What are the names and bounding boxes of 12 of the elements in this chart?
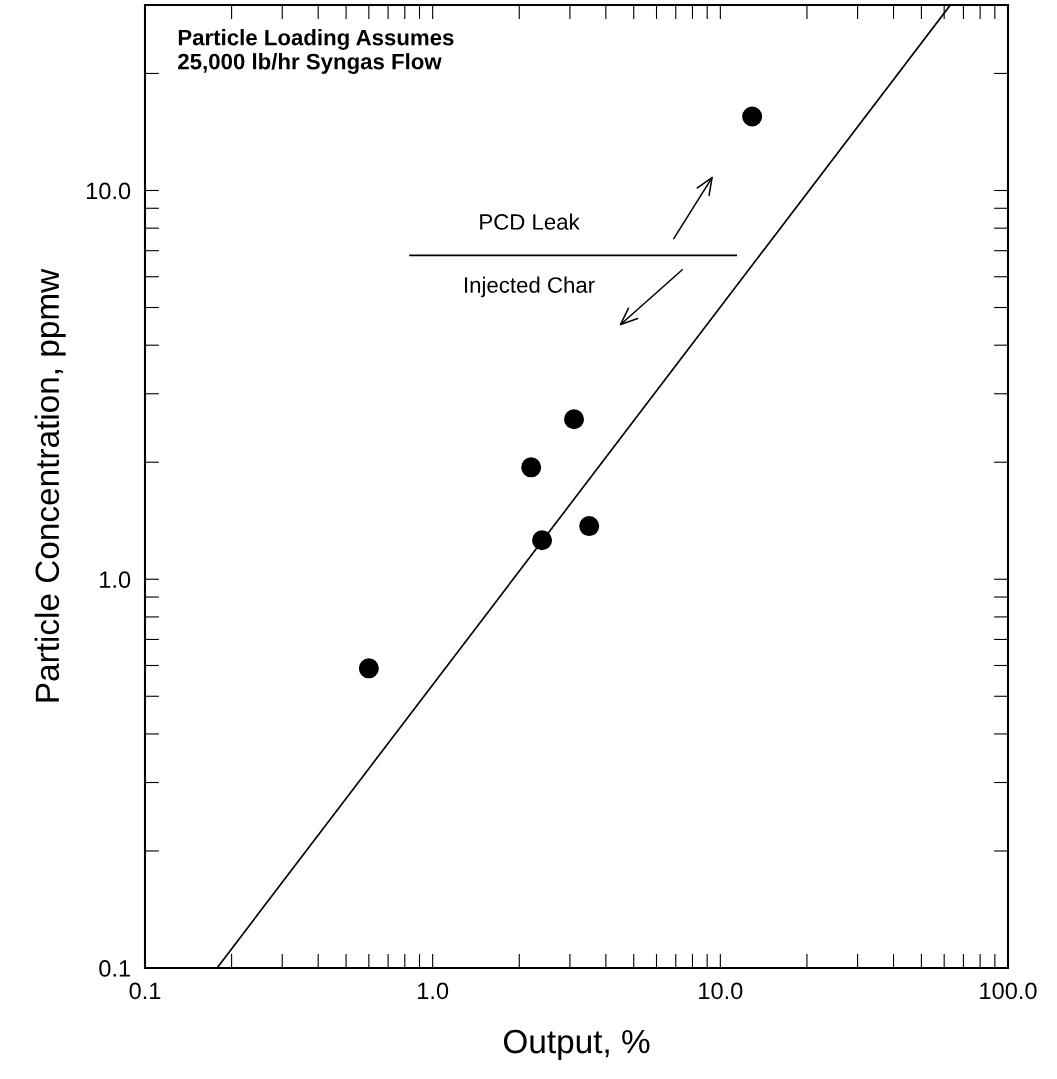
y-tick-label: 0.1 xyxy=(99,960,130,977)
y-axis-title: Particle Concentration, ppmw xyxy=(34,268,66,702)
annotation: PCD Leak xyxy=(480,213,580,230)
x-axis-title: Output, % xyxy=(503,1029,650,1060)
annotation: Injected Char xyxy=(465,276,595,298)
y-tick-label: 10.0 xyxy=(86,182,131,200)
y-tick-label: 1.0 xyxy=(100,571,131,589)
x-tick-label: 100.0 xyxy=(980,982,1037,1000)
x-tick-label: 1.0 xyxy=(418,982,449,1000)
annotation: Particle Loading Assumes 25,000 lb/hr Syngas Flow xyxy=(178,29,454,74)
x-tick-label: 10.0 xyxy=(699,982,743,1000)
x-tick-label: 0.1 xyxy=(129,982,161,1000)
